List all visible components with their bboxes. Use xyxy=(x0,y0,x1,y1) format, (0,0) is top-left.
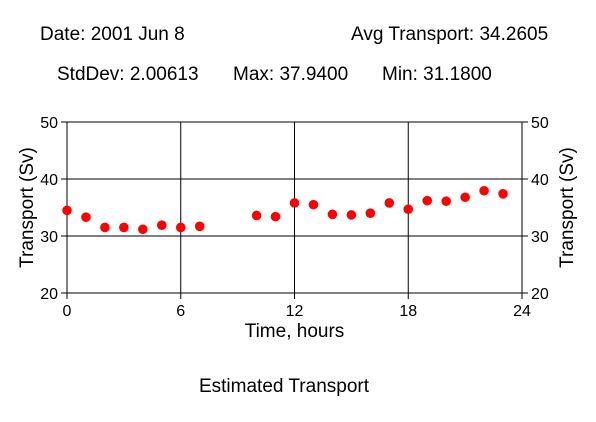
y-axis-label-right: Transport (Sv) xyxy=(557,147,578,268)
data-point xyxy=(365,208,376,218)
y-tick-label-right: 30 xyxy=(531,229,549,246)
data-point xyxy=(384,198,395,208)
data-point xyxy=(441,196,451,207)
chart-title: Estimated Transport xyxy=(199,376,370,397)
min-label: Min: 31.1800 xyxy=(382,64,492,85)
y-tick-label-left: 20 xyxy=(40,286,58,303)
max-label: Max: 37.9400 xyxy=(233,64,349,85)
y-axis-label-left: Transport (Sv) xyxy=(17,147,38,268)
x-tick-label: 24 xyxy=(513,303,531,320)
y-tick-label-right: 20 xyxy=(531,286,549,303)
stddev-label: StdDev: 2.00613 xyxy=(57,64,199,85)
x-tick-label: 18 xyxy=(399,303,417,320)
axis-ticks xyxy=(61,121,528,299)
avg-transport-label: Avg Transport: 34.2605 xyxy=(351,24,549,45)
data-point xyxy=(498,189,508,199)
data-point xyxy=(62,205,72,216)
data-point xyxy=(194,221,205,232)
data-point xyxy=(479,185,489,196)
data-point xyxy=(138,224,148,235)
data-point xyxy=(422,195,433,206)
date-label: Date: 2001 Jun 8 xyxy=(40,24,185,45)
x-axis-label: Time, hours xyxy=(245,321,345,342)
data-point xyxy=(346,210,357,220)
y-tick-label-right: 40 xyxy=(531,172,549,189)
data-point xyxy=(270,211,281,222)
data-points xyxy=(62,185,508,235)
data-point xyxy=(175,222,186,233)
data-point xyxy=(289,198,300,208)
y-tick-label-left: 30 xyxy=(40,229,58,246)
data-point xyxy=(81,212,91,222)
data-point xyxy=(308,199,319,210)
y-tick-label-left: 40 xyxy=(40,172,58,189)
data-point xyxy=(327,209,338,220)
data-point xyxy=(251,210,262,221)
x-tick-label: 12 xyxy=(286,303,304,320)
x-tick-label: 0 xyxy=(63,303,72,320)
y-tick-label-right: 50 xyxy=(531,115,549,132)
data-point xyxy=(403,204,414,215)
data-point xyxy=(100,222,110,233)
data-point xyxy=(460,192,470,203)
y-tick-label-left: 50 xyxy=(40,115,58,132)
data-point xyxy=(156,220,167,230)
data-point xyxy=(119,222,129,233)
x-tick-label: 6 xyxy=(176,303,185,320)
